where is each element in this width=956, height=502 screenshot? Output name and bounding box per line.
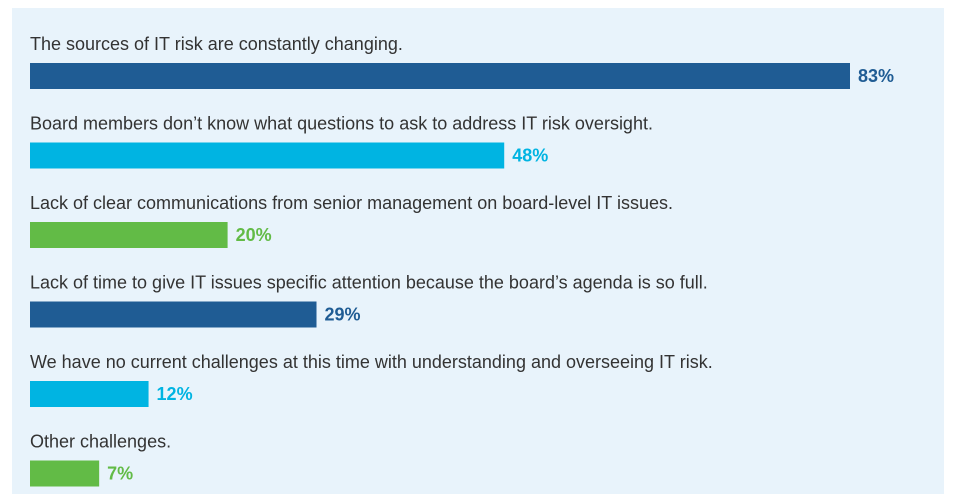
bar — [30, 301, 317, 328]
bar — [30, 381, 149, 407]
category-label: We have no current challenges at this ti… — [30, 352, 713, 372]
bar — [30, 63, 850, 89]
value-label: 7% — [107, 463, 133, 483]
category-label: Other challenges. — [30, 431, 171, 451]
value-label: 83% — [858, 66, 894, 86]
value-label: 29% — [325, 304, 361, 324]
value-label: 48% — [512, 145, 548, 165]
bar — [30, 222, 228, 248]
category-label: Board members don’t know what questions … — [30, 113, 653, 133]
category-label: Lack of time to give IT issues specific … — [30, 272, 708, 292]
category-label: Lack of clear communications from senior… — [30, 193, 673, 213]
value-label: 12% — [157, 384, 193, 404]
value-label: 20% — [236, 225, 272, 245]
category-label: The sources of IT risk are constantly ch… — [30, 34, 403, 54]
bar — [30, 460, 100, 487]
bar — [30, 142, 505, 169]
